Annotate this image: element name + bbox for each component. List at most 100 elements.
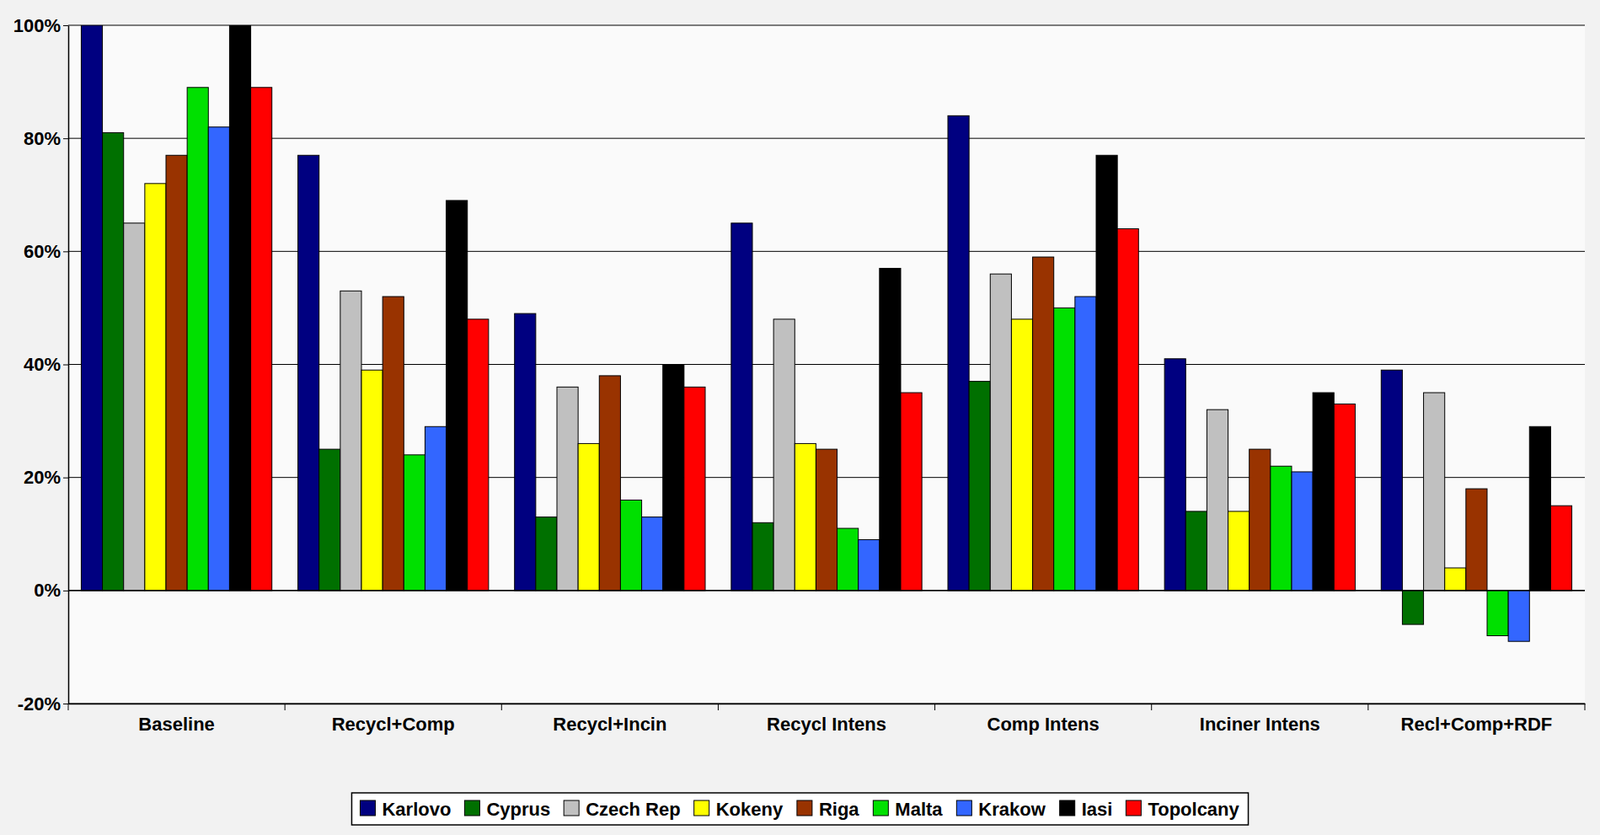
bar xyxy=(794,443,816,590)
bar xyxy=(1333,403,1355,590)
tick: Recycl+Comp xyxy=(331,703,455,735)
tick: 20% xyxy=(23,466,69,488)
bar xyxy=(467,319,489,591)
legend-item: Cyprus xyxy=(464,798,551,820)
legend-label: Topolcany xyxy=(1147,798,1240,820)
bar xyxy=(1529,426,1551,591)
bar xyxy=(879,267,901,590)
series xyxy=(80,25,1403,591)
category-separator xyxy=(1584,703,1586,711)
grid-line xyxy=(68,251,1585,252)
legend-item: Karlovo xyxy=(359,798,451,820)
legend-swatch xyxy=(694,800,710,816)
tick-label: Recycl+Comp xyxy=(331,713,455,735)
tick-mark xyxy=(63,251,69,252)
legend-label: Karlovo xyxy=(381,798,451,820)
bar xyxy=(684,386,706,591)
bar xyxy=(1402,590,1424,625)
tick-label: Comp Intens xyxy=(987,713,1100,735)
bar xyxy=(446,200,468,591)
legend-item: Topolcany xyxy=(1125,798,1240,820)
legend-item: Czech Rep xyxy=(563,798,680,820)
y-axis: -20%0%20%40%60%80%100% xyxy=(13,15,70,715)
legend-swatch xyxy=(359,800,375,816)
background xyxy=(0,0,1600,835)
bar xyxy=(989,273,1012,591)
tick-label: 60% xyxy=(23,240,61,263)
tick: 60% xyxy=(23,240,69,263)
grid-line xyxy=(68,589,1585,591)
legend: KarlovoCyprusCzech RepKokenyRigaMaltaKra… xyxy=(351,792,1248,825)
series xyxy=(123,223,1445,591)
axis-line xyxy=(69,703,1586,706)
tick-label: -20% xyxy=(17,693,61,715)
grid-line xyxy=(68,25,1585,27)
legend-swatch xyxy=(797,800,813,816)
legend-swatch xyxy=(563,800,579,816)
tick-mark xyxy=(63,364,69,366)
bar xyxy=(1380,369,1403,591)
tick-label: Recl+Comp+RDF xyxy=(1401,713,1553,735)
series xyxy=(144,183,1467,591)
series xyxy=(229,25,1551,591)
series xyxy=(102,132,1424,625)
series xyxy=(251,87,1573,591)
bar xyxy=(1508,590,1530,642)
grid-line xyxy=(68,138,1585,140)
tick: 100% xyxy=(13,15,69,37)
tick-label: Recycl+Incin xyxy=(552,713,667,735)
tick: Comp Intens xyxy=(987,703,1100,735)
bar xyxy=(1185,511,1207,591)
tick: 40% xyxy=(23,353,69,375)
chart: -20%0%20%40%60%80%100%BaselineRecycl+Com… xyxy=(0,0,1600,835)
legend-swatch xyxy=(956,800,972,816)
bar xyxy=(144,183,166,591)
tick: Recycl+Incin xyxy=(552,703,667,735)
tick-label: Recycl Intens xyxy=(766,713,887,735)
category-separator xyxy=(68,703,70,711)
bar xyxy=(229,25,251,591)
bar xyxy=(731,223,753,591)
bar xyxy=(1423,392,1445,591)
series xyxy=(208,127,1530,642)
category-separator xyxy=(717,703,719,711)
bar xyxy=(1312,392,1334,591)
tick: Recl+Comp+RDF xyxy=(1401,703,1553,735)
bar xyxy=(403,454,425,591)
plot-area xyxy=(68,25,1585,704)
tick-label: Inciner Intens xyxy=(1199,713,1321,735)
bar xyxy=(1228,511,1250,591)
category-separator xyxy=(934,703,936,711)
tick-label: Baseline xyxy=(138,713,215,735)
bar xyxy=(514,313,536,591)
bar xyxy=(1054,307,1076,590)
series xyxy=(165,155,1488,591)
plot: -20%0%20%40%60%80%100%BaselineRecycl+Com… xyxy=(13,15,1586,735)
grid-line xyxy=(68,703,1585,705)
category-separator xyxy=(284,703,286,711)
grid xyxy=(68,25,1585,704)
bar xyxy=(535,517,557,591)
tick-mark xyxy=(63,138,69,140)
bar xyxy=(340,290,362,591)
bar xyxy=(1011,319,1033,591)
bar xyxy=(1096,155,1118,591)
legend-label: Riga xyxy=(818,798,860,820)
bar xyxy=(424,426,446,591)
tick: Inciner Intens xyxy=(1199,703,1321,735)
bars xyxy=(80,25,1572,642)
tick-label: 20% xyxy=(23,466,61,488)
bar xyxy=(165,155,188,591)
legend-swatch xyxy=(872,800,889,816)
bar xyxy=(1487,590,1509,637)
bar xyxy=(1032,256,1055,591)
tick: 80% xyxy=(23,128,69,150)
legend-item: Riga xyxy=(797,798,860,820)
legend-label: Kokeny xyxy=(716,798,784,820)
bar xyxy=(1164,358,1186,591)
legend-box xyxy=(351,792,1248,825)
bar xyxy=(319,449,341,591)
legend-item: Kokeny xyxy=(694,798,784,820)
legend-label: Czech Rep xyxy=(585,798,680,820)
bar xyxy=(663,364,685,591)
